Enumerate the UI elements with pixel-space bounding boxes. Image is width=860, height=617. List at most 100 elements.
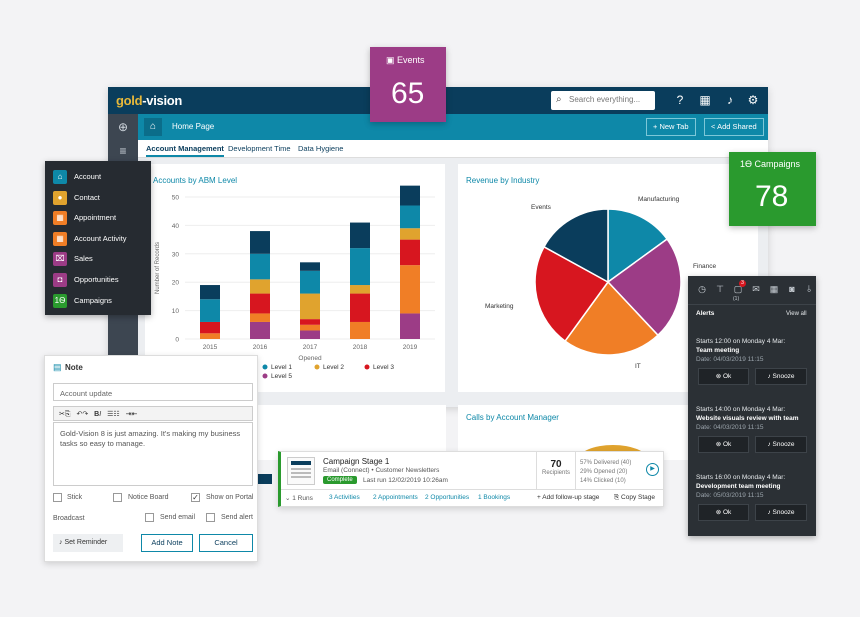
bar-segment: [400, 228, 420, 240]
bar-segment: [400, 205, 420, 229]
appointments-link[interactable]: 2 Appointments: [373, 494, 418, 501]
redo-icon[interactable]: ↷: [82, 411, 89, 418]
alert-date: Date: 05/03/2019 11:15: [696, 492, 764, 499]
indent-icon[interactable]: ⇥: [125, 411, 132, 418]
y-tick-label: 0: [175, 337, 179, 344]
legend-label: Level 3: [373, 364, 394, 371]
pie-label: Manufacturing: [638, 196, 680, 203]
mail-icon[interactable]: ✉: [752, 284, 760, 294]
campaigns-widget[interactable]: 1Ѳ Campaigns 78: [729, 152, 816, 226]
cancel-button[interactable]: Cancel: [199, 534, 253, 552]
menu-item-label: Contact: [74, 192, 100, 202]
bullet-list-icon[interactable]: ☷: [113, 411, 120, 418]
send-email-checkbox[interactable]: [145, 513, 154, 522]
help-icon[interactable]: ?: [676, 93, 684, 107]
menu-item-label: Campaigns: [74, 295, 112, 305]
play-icon[interactable]: ▶: [646, 463, 659, 476]
new-tab-button[interactable]: + New Tab: [646, 118, 696, 136]
activities-link[interactable]: 3 Activities: [329, 494, 360, 501]
note-body-textarea[interactable]: Gold-Vision 8 is just amazing. It's maki…: [53, 422, 253, 486]
delivered-stat: 57% Delivered (40): [580, 460, 632, 466]
lower-card-left: [258, 405, 446, 460]
alert-icon[interactable]: ▢: [733, 284, 743, 294]
view-all-link[interactable]: View all: [786, 311, 807, 317]
add-note-button[interactable]: Add Note: [141, 534, 193, 552]
history-icon[interactable]: ◷: [698, 284, 706, 294]
bookings-link[interactable]: 1 Bookings: [478, 494, 511, 501]
calendar-icon[interactable]: ▦: [769, 284, 779, 294]
bar-segment: [300, 319, 320, 325]
alert-start: Starts 12:00 on Monday 4 Mar:: [696, 338, 786, 345]
pie-chart: Manufacturing Finance IT Marketing Events: [485, 196, 717, 370]
hamburger-icon[interactable]: ≡: [119, 144, 127, 158]
megaphone-icon: 1Ѳ: [740, 159, 753, 169]
tab-account-management[interactable]: Account Management: [146, 144, 224, 157]
events-count: 65: [391, 77, 425, 110]
pin-icon[interactable]: ⊤: [716, 284, 724, 294]
set-reminder-button[interactable]: ♪ Set Reminder: [53, 534, 123, 552]
bar-segment: [400, 265, 420, 314]
ok-button[interactable]: ⊗ Ok: [698, 504, 749, 521]
copy-stage-button[interactable]: ⎘ Copy Stage: [614, 494, 655, 501]
bell-icon[interactable]: ♪: [727, 93, 733, 107]
pin-icon[interactable]: ⫰: [807, 284, 811, 294]
cut-icon[interactable]: ✂: [59, 411, 65, 418]
y-tick-label: 50: [172, 195, 180, 202]
person-icon: ●: [53, 190, 67, 205]
apps-grid-icon[interactable]: ▦: [699, 93, 711, 107]
tab-data-hygiene[interactable]: Data Hygiene: [298, 144, 344, 153]
pie-label: Marketing: [485, 303, 514, 310]
calls-chart-arc: [578, 445, 648, 475]
numbered-list-icon[interactable]: ☰: [107, 411, 114, 418]
x-tick-label: 2015: [203, 344, 218, 351]
ok-button[interactable]: ⊗ Ok: [698, 368, 749, 385]
x-tick-label: 2017: [303, 344, 318, 351]
send-alert-checkbox[interactable]: [206, 513, 215, 522]
tab-development-time[interactable]: Development Time: [228, 144, 291, 153]
notice-board-checkbox[interactable]: [113, 493, 122, 502]
bold-icon[interactable]: B: [94, 411, 100, 418]
note-icon: ▤: [53, 362, 62, 372]
briefcase-icon[interactable]: ◙: [789, 284, 795, 294]
bar-chart: 0 10 20 30 40 50 Number of Records 2015 2016 2017…: [155, 185, 435, 380]
snooze-button[interactable]: ♪ Snooze: [755, 368, 807, 385]
logo[interactable]: gold-vision: [116, 93, 183, 108]
add-followup-button[interactable]: + Add follow-up stage: [537, 494, 600, 501]
opportunities-link[interactable]: 2 Opportunities: [425, 494, 470, 501]
gear-icon[interactable]: ⚙: [747, 93, 759, 107]
snooze-button[interactable]: ♪ Snooze: [755, 436, 807, 453]
close-circle-icon: ⊗: [715, 509, 722, 516]
add-shared-button[interactable]: < Add Shared: [704, 118, 764, 136]
undo-icon[interactable]: ↶: [76, 411, 83, 418]
home-icon: ⌂: [53, 170, 67, 184]
bell-icon: ♪: [767, 441, 771, 448]
entity-menu: ⌂ Account ● Contact ▦ Appointment ▦ Account Act…: [45, 161, 151, 315]
campaign-stage-card[interactable]: Campaign Stage 1 Email (Connect) • Custo…: [278, 451, 664, 507]
pie-slice: [606, 238, 682, 337]
italic-icon[interactable]: I: [99, 411, 102, 418]
money-icon: ◘: [53, 273, 67, 287]
snooze-button[interactable]: ♪ Snooze: [755, 504, 807, 521]
copy-icon[interactable]: ⎘: [64, 411, 71, 418]
outdent-icon[interactable]: ⇤: [131, 411, 138, 418]
search-input[interactable]: ⌕ Search everything...: [551, 91, 655, 110]
alert-date: Date: 04/03/2019 11:15: [696, 424, 764, 431]
stage-subtitle: Email (Connect) • Customer Newsletters: [323, 467, 440, 474]
pie-slice: [534, 245, 610, 343]
add-icon[interactable]: ⊕: [117, 120, 129, 134]
calls-title: Calls by Account Manager: [466, 413, 559, 422]
bell-icon: ♪: [767, 509, 771, 516]
menu-item-label: Opportunities: [74, 275, 119, 284]
show-portal-checkbox[interactable]: ✓: [191, 493, 200, 502]
events-widget[interactable]: ▣ Events 65: [370, 47, 446, 122]
bar-segment: [400, 313, 420, 339]
home-icon[interactable]: ⌂: [144, 118, 162, 136]
bar-segment: [400, 185, 420, 206]
stick-checkbox[interactable]: [53, 493, 62, 502]
legend-label: Level 2: [323, 364, 344, 371]
alert-date: Date: 04/03/2019 11:15: [696, 356, 764, 363]
runs-link[interactable]: ⌄ 1 Runs: [285, 495, 313, 502]
note-subject-input[interactable]: Account update: [53, 383, 253, 401]
legend-label: Level 1: [271, 364, 292, 371]
ok-button[interactable]: ⊗ Ok: [698, 436, 749, 453]
